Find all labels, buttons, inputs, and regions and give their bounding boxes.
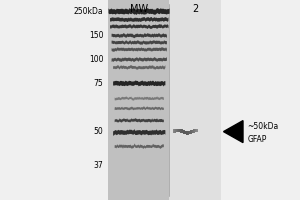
Text: 150: 150 bbox=[89, 30, 103, 40]
Polygon shape bbox=[224, 121, 243, 143]
Text: 250kDa: 250kDa bbox=[74, 6, 103, 16]
Text: ~50kDa: ~50kDa bbox=[248, 122, 279, 131]
Bar bbox=[169, 0, 220, 200]
Bar bbox=[108, 0, 170, 200]
Text: 50: 50 bbox=[94, 128, 103, 136]
Text: 75: 75 bbox=[94, 78, 103, 88]
Text: GFAP: GFAP bbox=[248, 135, 267, 144]
Text: 100: 100 bbox=[89, 54, 103, 64]
Text: 37: 37 bbox=[94, 162, 103, 170]
Text: 2: 2 bbox=[192, 4, 198, 14]
Text: MW: MW bbox=[130, 4, 148, 14]
